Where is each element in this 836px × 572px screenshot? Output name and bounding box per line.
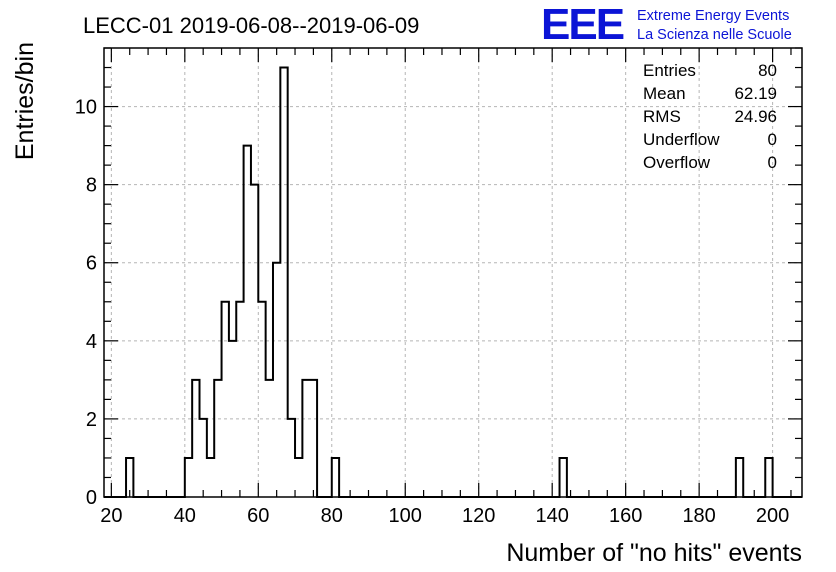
stat-entries-label: Entries — [643, 61, 696, 80]
histogram-bin — [765, 458, 772, 497]
histogram-bin — [736, 458, 743, 497]
histogram-bin — [244, 146, 251, 497]
y-tick-label: 8 — [86, 175, 97, 197]
logo-line-2: La Scienza nelle Scuole — [637, 27, 792, 43]
x-tick-label: 40 — [174, 505, 196, 527]
stat-overflow-label: Overflow — [643, 153, 711, 172]
histogram-bin — [266, 380, 273, 497]
chart-title: LECC-01 2019-06-08--2019-06-09 — [83, 13, 419, 38]
grid — [104, 48, 802, 497]
stat-mean-label: Mean — [643, 84, 686, 103]
histogram-bin — [236, 302, 243, 497]
y-tick-label: 2 — [86, 409, 97, 431]
histogram-bin — [222, 302, 229, 497]
histogram-bin — [280, 68, 287, 497]
histogram-bin — [288, 419, 295, 497]
histogram-bin — [214, 380, 221, 497]
y-tick-label: 4 — [86, 331, 97, 353]
histogram-bin — [302, 380, 309, 497]
histogram-bin — [310, 380, 317, 497]
y-tick-label: 6 — [86, 253, 97, 275]
x-tick-label: 20 — [100, 505, 122, 527]
eee-logo: EEE Extreme Energy Events La Scienza nel… — [541, 0, 792, 49]
x-axis-title: Number of "no hits" events — [506, 539, 802, 567]
histogram-outline — [104, 66, 802, 498]
stat-rms-value: 24.96 — [734, 107, 777, 126]
x-tick-label: 100 — [389, 505, 422, 527]
histogram-bin — [295, 458, 302, 497]
stat-underflow-label: Underflow — [643, 130, 720, 149]
x-tick-label: 140 — [536, 505, 569, 527]
y-tick-label: 10 — [75, 97, 97, 119]
logo-letters: EEE — [541, 0, 624, 49]
logo-line-1: Extreme Energy Events — [637, 8, 789, 24]
stat-underflow-value: 0 — [768, 130, 777, 149]
x-tick-label: 60 — [247, 505, 269, 527]
histogram-bin — [200, 419, 207, 497]
histogram-bin — [192, 380, 199, 497]
stats-box: Entries 80 Mean 62.19 RMS 24.96 Underflo… — [643, 61, 777, 172]
histogram-bin — [207, 458, 214, 497]
histogram-bin — [332, 458, 339, 497]
stat-mean-value: 62.19 — [734, 84, 777, 103]
stat-entries-value: 80 — [758, 61, 777, 80]
histogram-bin — [185, 458, 192, 497]
histogram-bin — [560, 458, 567, 497]
y-axis-title: Entries/bin — [11, 42, 39, 160]
stat-rms-label: RMS — [643, 107, 681, 126]
x-tick-label: 160 — [609, 505, 642, 527]
plot-frame — [103, 47, 803, 498]
x-tick-labels: 20 40 60 80 100 120 140 160 180 200 — [100, 505, 789, 527]
y-tick-labels: 0 2 4 6 8 10 — [75, 97, 97, 509]
histogram-bin — [258, 302, 265, 497]
x-tick-label: 80 — [321, 505, 343, 527]
x-tick-label: 200 — [756, 505, 789, 527]
x-tick-label: 120 — [462, 505, 495, 527]
axis-ticks — [104, 47, 802, 498]
y-tick-label: 0 — [86, 487, 97, 509]
stat-overflow-value: 0 — [768, 153, 777, 172]
x-tick-label: 180 — [682, 505, 715, 527]
histogram-bin — [273, 263, 280, 497]
